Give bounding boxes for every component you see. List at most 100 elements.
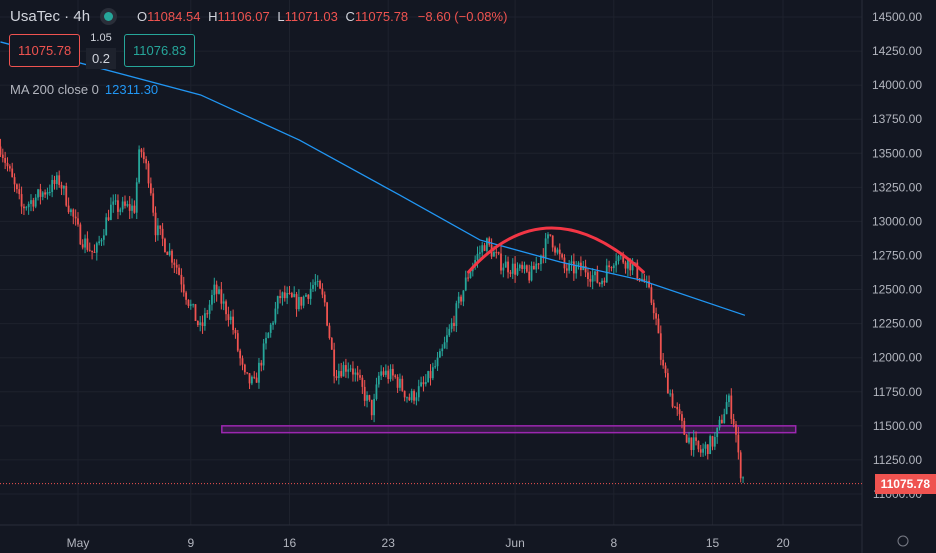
candle-body xyxy=(671,393,674,407)
candle-body xyxy=(192,304,195,306)
candle-body xyxy=(483,245,486,251)
candle-body xyxy=(399,378,401,388)
candle-body xyxy=(453,322,455,326)
ma200-line xyxy=(0,41,746,316)
candle-body xyxy=(716,427,719,438)
candle-body xyxy=(401,378,404,391)
candle-body xyxy=(286,292,289,299)
candle-body xyxy=(13,177,16,185)
candle-body xyxy=(721,419,723,424)
candle-body xyxy=(533,265,535,270)
candle-body xyxy=(164,238,166,253)
candle-body xyxy=(229,316,232,320)
candle-body xyxy=(688,437,690,443)
candle-body xyxy=(260,362,263,366)
candle-body xyxy=(135,182,138,213)
candle-body xyxy=(328,325,331,339)
candle-body xyxy=(121,201,124,210)
candle-body xyxy=(713,437,716,447)
candle-body xyxy=(79,224,82,245)
candle-body xyxy=(34,197,37,207)
candle-body xyxy=(497,252,500,254)
candle-body xyxy=(267,332,270,338)
candle-body xyxy=(295,294,298,310)
candle-body xyxy=(149,183,152,194)
candle-body xyxy=(692,437,695,451)
candle-body xyxy=(598,282,601,285)
candle-body xyxy=(455,303,458,326)
symbol-title[interactable]: UsaTec · 4h xyxy=(10,8,91,25)
support-zone-rectangle xyxy=(221,425,797,434)
candle-body xyxy=(742,477,744,479)
x-tick-label: 23 xyxy=(382,536,396,550)
candle-body xyxy=(662,359,665,366)
candle-body xyxy=(8,166,11,169)
candle-body xyxy=(589,279,592,282)
candle-body xyxy=(272,322,274,325)
y-tick-label: 13000.00 xyxy=(872,214,922,228)
candle-body xyxy=(556,249,559,253)
x-tick-label: Jun xyxy=(505,536,524,550)
candle-body xyxy=(293,294,296,297)
candle-body xyxy=(142,152,145,160)
candle-body xyxy=(396,376,399,388)
y-tick-label: 14500.00 xyxy=(872,10,922,24)
candle-body xyxy=(439,351,441,358)
candle-body xyxy=(288,292,291,294)
candle-body xyxy=(298,296,300,310)
candle-body xyxy=(218,289,220,294)
candle-body xyxy=(161,228,164,239)
candle-body xyxy=(194,304,197,321)
candle-body xyxy=(316,281,319,283)
candle-body xyxy=(737,434,740,453)
candle-body xyxy=(739,452,742,479)
candle-body xyxy=(140,149,143,153)
x-tick-label: 8 xyxy=(610,536,617,550)
y-tick-label: 11500.00 xyxy=(873,419,922,433)
candle-body xyxy=(448,328,451,336)
y-tick-label: 12000.00 xyxy=(872,351,922,365)
candle-body xyxy=(542,255,545,258)
candle-body xyxy=(535,263,538,270)
candle-body xyxy=(702,448,704,453)
candle-body xyxy=(544,238,547,258)
candle-body xyxy=(347,369,350,372)
candle-body xyxy=(511,263,514,274)
candle-body xyxy=(53,179,56,184)
candle-body xyxy=(239,350,242,359)
candle-body xyxy=(735,424,737,435)
candle-body xyxy=(27,203,30,208)
buy-button[interactable]: 11076.83 xyxy=(124,34,196,67)
sell-button[interactable]: 11075.78 xyxy=(9,34,81,67)
candle-body xyxy=(63,186,65,189)
candle-body xyxy=(587,272,589,280)
candle-body xyxy=(478,252,481,254)
candle-body xyxy=(128,204,131,211)
candle-body xyxy=(154,212,157,236)
candle-body xyxy=(502,267,505,271)
candle-body xyxy=(117,200,119,212)
candle-body xyxy=(377,375,380,385)
candle-body xyxy=(476,253,479,260)
ma-legend[interactable]: MA 200 close 0 12311.30 xyxy=(10,82,159,97)
candle-body xyxy=(605,265,608,283)
candle-body xyxy=(58,175,61,185)
candle-body xyxy=(23,206,25,209)
candle-body xyxy=(182,284,185,293)
settings-gear-icon[interactable] xyxy=(897,535,909,547)
candle-body xyxy=(290,293,293,297)
candle-body xyxy=(225,301,227,315)
candle-body xyxy=(145,159,148,164)
candle-body xyxy=(81,244,84,248)
candle-body xyxy=(683,420,686,435)
candle-body xyxy=(168,250,171,255)
candle-body xyxy=(4,158,7,163)
candle-body xyxy=(321,288,324,295)
candle-body xyxy=(690,437,693,451)
candle-body xyxy=(95,243,98,253)
candle-body xyxy=(206,313,209,315)
candle-body xyxy=(631,263,634,271)
y-tick-label: 11750.00 xyxy=(873,385,922,399)
candle-body xyxy=(253,376,256,378)
